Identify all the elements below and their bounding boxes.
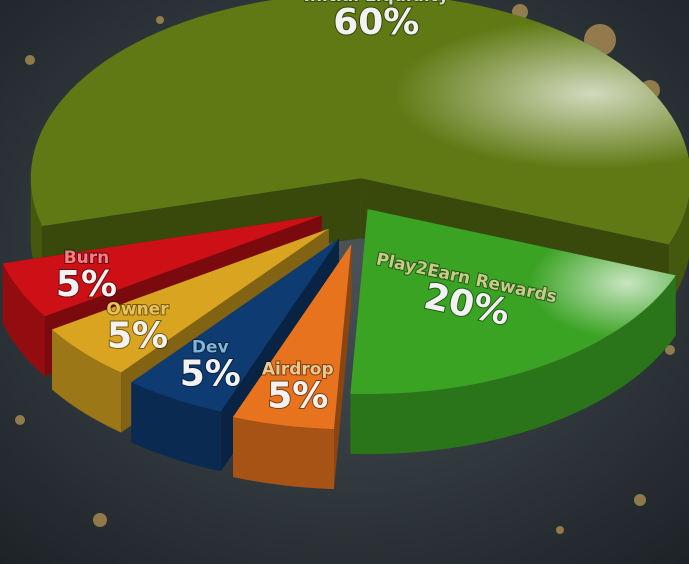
value-label: 5% (56, 264, 117, 305)
slice-shine (350, 209, 676, 395)
slice-label: Owner (106, 299, 169, 319)
slice (233, 244, 352, 430)
value-label: 5% (107, 315, 168, 356)
slice-label: Dev (192, 338, 229, 358)
value-label: 60% (333, 2, 419, 43)
slice-side (2, 263, 45, 377)
slice (52, 228, 329, 373)
pie (2, 0, 689, 490)
slice (131, 238, 339, 412)
slice-label: Airdrop (262, 359, 334, 379)
slice-side (52, 329, 122, 433)
slice-label: Burn (64, 248, 110, 268)
value-label: 5% (267, 375, 328, 416)
slice-side (350, 275, 676, 455)
slice (2, 215, 322, 317)
slice-side (131, 382, 221, 472)
slice-label: Initial Liquidity (304, 0, 449, 6)
value-label: 5% (180, 354, 241, 395)
slice-side (233, 417, 334, 490)
slice-shine (30, 0, 689, 245)
